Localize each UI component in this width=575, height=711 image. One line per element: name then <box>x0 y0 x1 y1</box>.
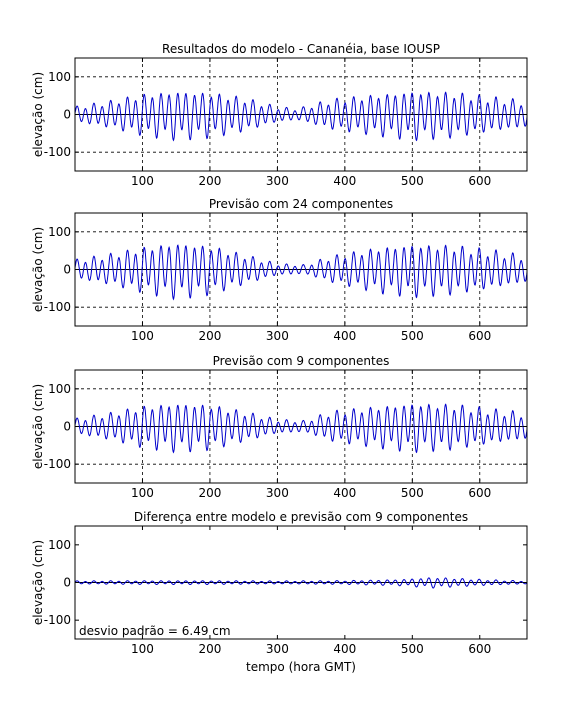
x-tick-label: 100 <box>131 329 154 343</box>
y-tick-label: 100 <box>48 382 71 396</box>
x-tick-label: 100 <box>131 174 154 188</box>
x-axis-label: tempo (hora GMT) <box>246 660 356 674</box>
x-tick-label: 200 <box>198 486 221 500</box>
y-tick-label: -100 <box>44 145 71 159</box>
x-tick-label: 100 <box>131 642 154 656</box>
x-tick-label: 300 <box>266 174 289 188</box>
panel-1: Resultados do modelo - Cananéia, base IO… <box>31 42 528 188</box>
x-tick-label: 200 <box>198 174 221 188</box>
x-tick-label: 300 <box>266 642 289 656</box>
x-tick-label: 600 <box>468 642 491 656</box>
x-tick-label: 400 <box>333 174 356 188</box>
x-tick-label: 600 <box>468 329 491 343</box>
panel-title: Diferença entre modelo e previsão com 9 … <box>134 510 468 524</box>
x-tick-label: 300 <box>266 486 289 500</box>
y-axis-label: elevação (cm) <box>31 384 45 469</box>
x-tick-label: 600 <box>468 174 491 188</box>
y-axis-label: elevação (cm) <box>31 72 45 157</box>
series-line <box>74 244 528 301</box>
y-tick-label: 0 <box>63 263 71 277</box>
y-tick-label: 100 <box>48 70 71 84</box>
x-tick-label: 500 <box>401 329 424 343</box>
series-line <box>74 91 528 142</box>
series-line <box>74 577 528 589</box>
series-line <box>74 403 528 454</box>
y-tick-label: 100 <box>48 225 71 239</box>
x-tick-label: 500 <box>401 642 424 656</box>
x-tick-label: 300 <box>266 329 289 343</box>
panel-3: Previsão com 9 componentes -100 0 100 100 200… <box>31 354 528 500</box>
panel-title: Previsão com 9 componentes <box>213 354 390 368</box>
panel-2: Previsão com 24 componentes -100 0 100 100 20… <box>31 197 528 343</box>
x-tick-label: 200 <box>198 329 221 343</box>
x-tick-label: 400 <box>333 329 356 343</box>
y-axis-label: elevação (cm) <box>31 540 45 625</box>
y-tick-label: 0 <box>63 576 71 590</box>
x-tick-label: 400 <box>333 486 356 500</box>
y-tick-label: 0 <box>63 420 71 434</box>
x-tick-label: 600 <box>468 486 491 500</box>
x-tick-label: 400 <box>333 642 356 656</box>
y-axis-label: elevação (cm) <box>31 227 45 312</box>
x-tick-label: 100 <box>131 486 154 500</box>
x-tick-label: 500 <box>401 486 424 500</box>
y-tick-label: -100 <box>44 457 71 471</box>
y-tick-label: -100 <box>44 300 71 314</box>
x-tick-label: 500 <box>401 174 424 188</box>
y-tick-label: 0 <box>63 108 71 122</box>
panel-title: Resultados do modelo - Cananéia, base IO… <box>162 42 440 56</box>
x-tick-label: 200 <box>198 642 221 656</box>
panel-4: Diferença entre modelo e previsão com 9 … <box>31 510 528 674</box>
panel-title: Previsão com 24 componentes <box>209 197 393 211</box>
y-tick-label: 100 <box>48 538 71 552</box>
y-tick-label: -100 <box>44 613 71 627</box>
annotation-text: desvio padrão = 6.49 cm <box>79 624 231 638</box>
